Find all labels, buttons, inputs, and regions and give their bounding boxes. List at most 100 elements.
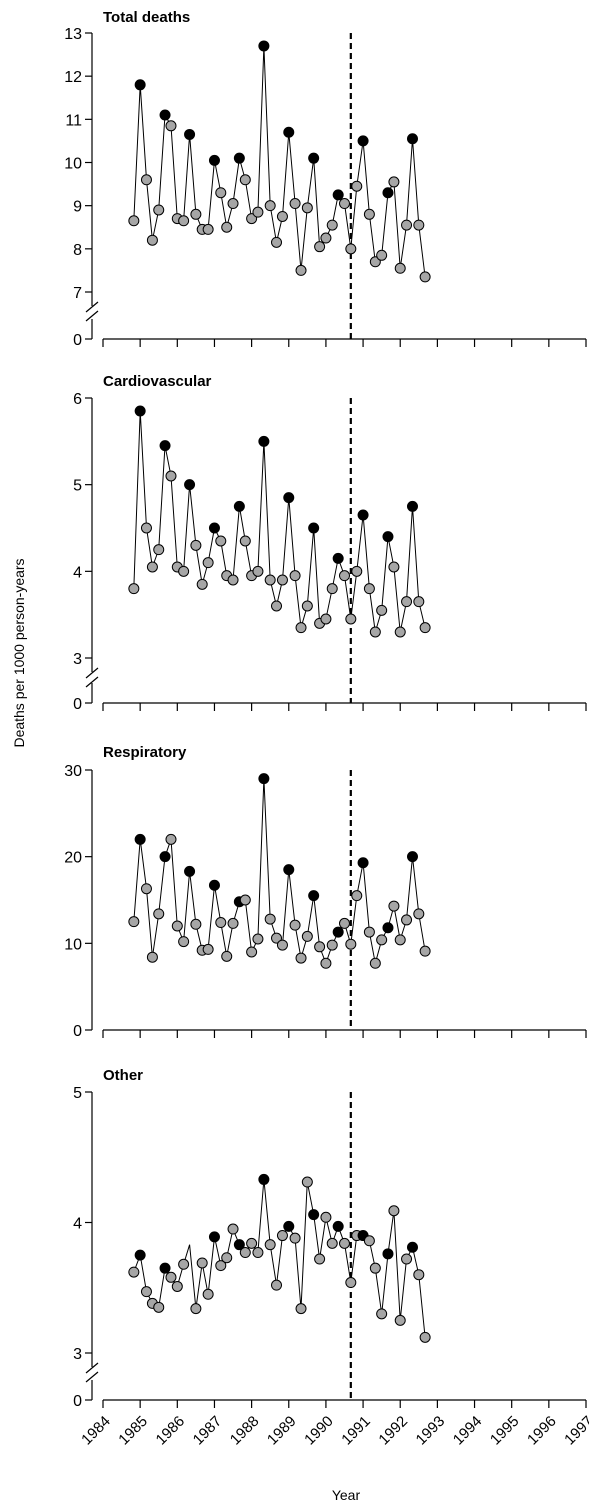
data-point (345, 1277, 357, 1289)
y-tick-label: 4 (73, 1216, 82, 1233)
data-point (406, 1241, 418, 1253)
data-point (271, 236, 283, 248)
y-tick-label: 20 (64, 850, 82, 867)
data-point (332, 552, 344, 564)
data-point (128, 215, 140, 227)
data-point (190, 918, 202, 930)
data-point (351, 180, 363, 192)
data-point (184, 479, 196, 491)
data-point (301, 600, 313, 612)
x-tick-label: 1994 (450, 1413, 486, 1449)
data-point (202, 557, 214, 569)
data-point (388, 176, 400, 188)
data-point (406, 851, 418, 863)
data-point (401, 914, 413, 926)
data-point (239, 1247, 251, 1259)
data-point (289, 570, 301, 582)
axis-break-mark (85, 676, 99, 688)
data-point (376, 249, 388, 261)
data-point (308, 890, 320, 902)
data-point (134, 405, 146, 417)
y-tick-label: 3 (73, 651, 82, 668)
data-point (295, 264, 307, 276)
data-point (326, 1237, 338, 1249)
data-point (295, 622, 307, 634)
data-point (295, 1303, 307, 1315)
data-point (413, 219, 425, 231)
y-tick-label: 30 (64, 763, 82, 780)
axis-break-mark (85, 1371, 99, 1383)
data-point (419, 622, 431, 634)
data-point (134, 1249, 146, 1261)
data-point (326, 939, 338, 951)
data-point (184, 128, 196, 140)
data-point (159, 1262, 171, 1274)
y-tick-label: 4 (73, 564, 82, 581)
data-point (258, 1173, 270, 1185)
data-point (271, 600, 283, 612)
data-point (165, 1271, 177, 1283)
data-point (308, 522, 320, 534)
y-axis-label: Deaths per 1000 person-years (11, 558, 27, 747)
data-point (146, 561, 158, 573)
data-point (388, 1205, 400, 1217)
panel-other: Other 0 3 4 5 (73, 1067, 587, 1410)
data-point (271, 932, 283, 944)
data-point (394, 262, 406, 274)
data-point (221, 950, 233, 962)
data-point (283, 864, 295, 876)
y-tick-label: 8 (73, 242, 82, 259)
data-point (165, 833, 177, 845)
data-point (339, 198, 350, 210)
y-tick-label: 10 (64, 156, 82, 173)
x-tick-label: 1986 (153, 1413, 189, 1449)
data-point (227, 198, 239, 210)
data-point (140, 1286, 152, 1298)
data-point (382, 531, 394, 543)
data-point (283, 492, 295, 504)
data-point (215, 1260, 227, 1272)
data-point (276, 210, 288, 222)
data-point (178, 565, 190, 577)
data-point (227, 917, 239, 929)
data-point (376, 604, 388, 616)
panel-cardiovascular: Cardiovascular 0 3 4 5 6 (73, 373, 587, 713)
data-point (406, 500, 418, 512)
data-point (208, 1231, 220, 1243)
data-point (339, 917, 350, 929)
data-point (221, 221, 233, 233)
data-point (382, 1248, 394, 1260)
data-point (233, 500, 245, 512)
data-point (239, 174, 251, 186)
x-tick-label: 1991 (338, 1413, 374, 1449)
data-point (301, 1176, 313, 1188)
panel-total-deaths: Total deaths 0 7 8 9 10 11 12 13 (64, 9, 587, 349)
data-point (252, 565, 264, 577)
panel-title: Total deaths (103, 9, 190, 26)
data-point (246, 1237, 258, 1249)
data-point (369, 1262, 381, 1274)
data-point (326, 583, 338, 595)
data-point (388, 900, 400, 912)
data-point (202, 943, 214, 955)
data-point (401, 596, 413, 608)
data-point (301, 930, 313, 942)
data-point (159, 851, 171, 863)
data-point (190, 208, 202, 220)
data-point (339, 570, 350, 582)
data-point (215, 535, 227, 547)
data-point (264, 200, 276, 212)
axis-break-mark (85, 1362, 99, 1374)
data-point (208, 522, 220, 534)
data-point (153, 908, 165, 920)
data-point (258, 773, 270, 785)
data-point (332, 926, 344, 938)
data-point (394, 626, 406, 638)
y-tick-label: 9 (73, 199, 82, 216)
x-tick-label: 1989 (264, 1413, 300, 1449)
series-line (133, 410, 426, 633)
y-tick-label: 0 (73, 332, 82, 349)
data-point (178, 936, 190, 948)
data-point (320, 1211, 332, 1223)
data-point (308, 1209, 320, 1221)
